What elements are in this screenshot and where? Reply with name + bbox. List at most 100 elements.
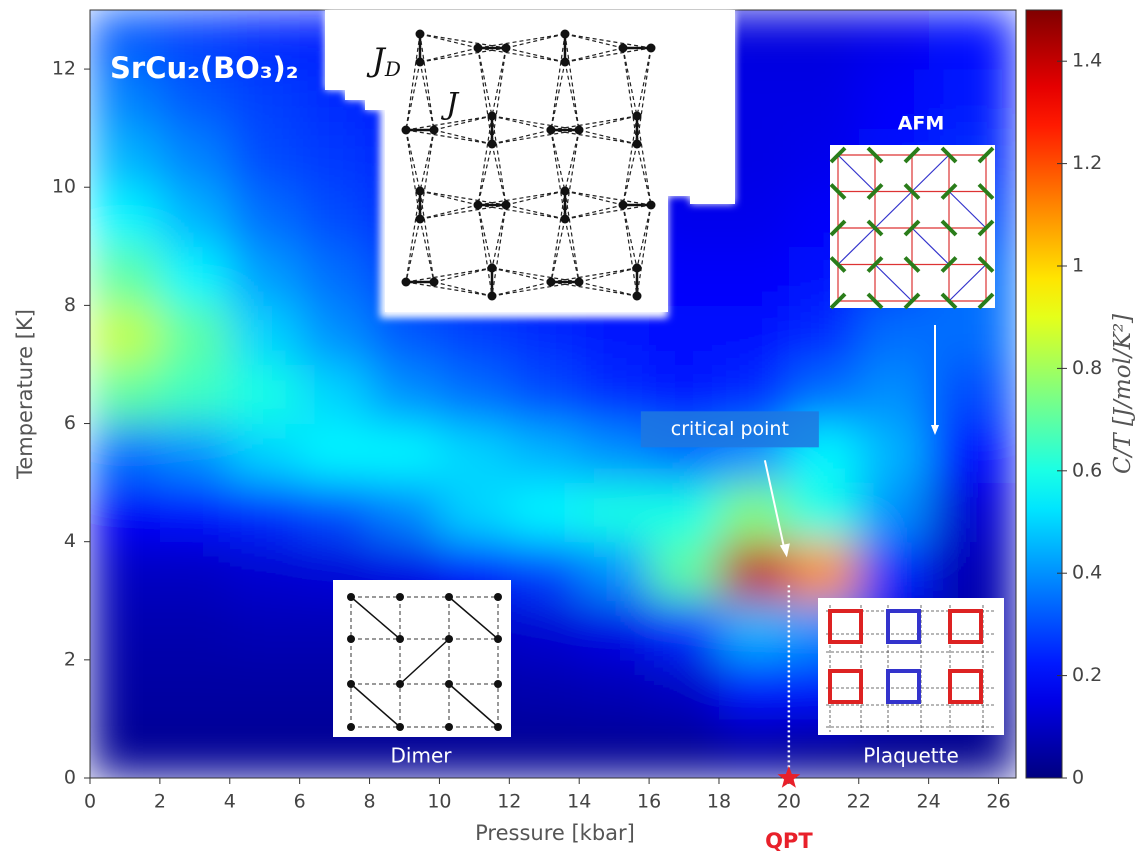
colorbar-tick-label: 0.4 <box>1072 562 1102 584</box>
lattice-site <box>633 140 642 149</box>
lattice-site <box>488 264 497 273</box>
heat-cell <box>929 542 1017 602</box>
plaquette-inset <box>818 598 1004 735</box>
heat-cell <box>719 719 789 779</box>
heat-cell <box>90 364 160 424</box>
lattice-site <box>561 30 570 39</box>
lattice-site <box>416 58 425 67</box>
critical-point-label: critical point <box>671 418 789 440</box>
plaquette-label: Plaquette <box>863 744 959 768</box>
heat-cell <box>859 305 929 365</box>
heat-cell <box>300 187 370 247</box>
x-tick-label: 2 <box>154 791 166 813</box>
heat-cell <box>719 305 789 365</box>
heat-cell <box>160 128 230 188</box>
heat-cell <box>230 128 300 188</box>
x-tick-label: 8 <box>364 791 376 813</box>
dimer-site <box>494 723 502 731</box>
heat-cell <box>649 542 719 602</box>
heat-cell <box>230 246 300 306</box>
heat-cell <box>90 424 160 484</box>
heat-cell <box>789 483 859 543</box>
dimer-site <box>347 593 355 601</box>
lattice-site <box>647 201 656 210</box>
jd-subscript: D <box>384 57 401 81</box>
lattice-site <box>502 44 511 53</box>
heat-cell <box>160 364 230 424</box>
heat-cell <box>579 364 649 424</box>
heat-cell <box>929 10 1017 70</box>
heat-cell <box>90 601 160 661</box>
chart: 02468101214161820222426024681012Pressure… <box>0 0 1146 855</box>
lattice-site <box>430 126 439 135</box>
x-tick-label: 4 <box>224 791 236 813</box>
lattice-site <box>647 44 656 53</box>
heat-cell <box>90 719 160 779</box>
heat-cell <box>300 305 370 365</box>
dimer-site <box>494 635 502 643</box>
dimer-site <box>445 593 453 601</box>
heat-cell <box>579 542 649 602</box>
y-axis-label: Temperature [K] <box>13 309 37 480</box>
lattice-site <box>416 215 425 224</box>
qpt-label: QPT <box>765 829 813 853</box>
lattice-site <box>619 44 628 53</box>
heat-cell <box>509 660 579 720</box>
heat-cell <box>230 424 300 484</box>
lattice-site <box>633 292 642 301</box>
heat-cell <box>300 483 370 543</box>
heat-cell <box>439 424 509 484</box>
heat-cell <box>160 305 230 365</box>
heat-cell <box>509 719 579 779</box>
heat-cell <box>370 483 440 543</box>
heat-cell <box>789 305 859 365</box>
heat-cell <box>579 719 649 779</box>
colorbar-tick-label: 1.2 <box>1072 152 1102 174</box>
lattice-site <box>561 187 570 196</box>
heat-cell <box>439 364 509 424</box>
lattice-site <box>502 201 511 210</box>
y-tick-label: 4 <box>64 530 76 552</box>
x-tick-label: 20 <box>777 791 801 813</box>
dimer-site <box>445 723 453 731</box>
lattice-site <box>561 215 570 224</box>
x-tick-label: 16 <box>637 791 661 813</box>
y-tick-label: 6 <box>64 412 76 434</box>
heat-cell <box>370 424 440 484</box>
compound-label: SrCu₂(BO₃)₂ <box>110 51 299 85</box>
heat-cell <box>579 483 649 543</box>
y-tick-label: 12 <box>52 58 76 80</box>
lattice-site <box>402 126 411 135</box>
dimer-site <box>396 723 404 731</box>
heat-cell <box>509 364 579 424</box>
heat-cell <box>789 69 859 129</box>
heat-cell <box>929 483 1017 543</box>
heat-cell <box>160 719 230 779</box>
x-tick-label: 18 <box>707 791 731 813</box>
heat-cell <box>300 364 370 424</box>
colorbar-tick-label: 0.6 <box>1072 459 1102 481</box>
heat-cell <box>859 542 929 602</box>
heat-cell <box>649 601 719 661</box>
lattice-site <box>488 292 497 301</box>
heat-cell <box>230 187 300 247</box>
dimer-site <box>347 723 355 731</box>
heat-cell <box>160 424 230 484</box>
lattice-site <box>633 112 642 121</box>
heat-cell <box>719 660 789 720</box>
x-tick-label: 6 <box>294 791 306 813</box>
heat-cell <box>649 719 719 779</box>
heat-cell <box>859 10 929 70</box>
dimer-site <box>494 593 502 601</box>
heat-cell <box>649 660 719 720</box>
heat-cell <box>230 601 300 661</box>
heat-cell <box>579 424 649 484</box>
lattice-site <box>547 278 556 287</box>
heat-cell <box>230 660 300 720</box>
colorbar-tick-label: 0.8 <box>1072 357 1102 379</box>
dimer-site <box>347 635 355 643</box>
dimer-site <box>396 593 404 601</box>
heat-cell <box>230 305 300 365</box>
lattice-site <box>547 126 556 135</box>
lattice-site <box>488 140 497 149</box>
